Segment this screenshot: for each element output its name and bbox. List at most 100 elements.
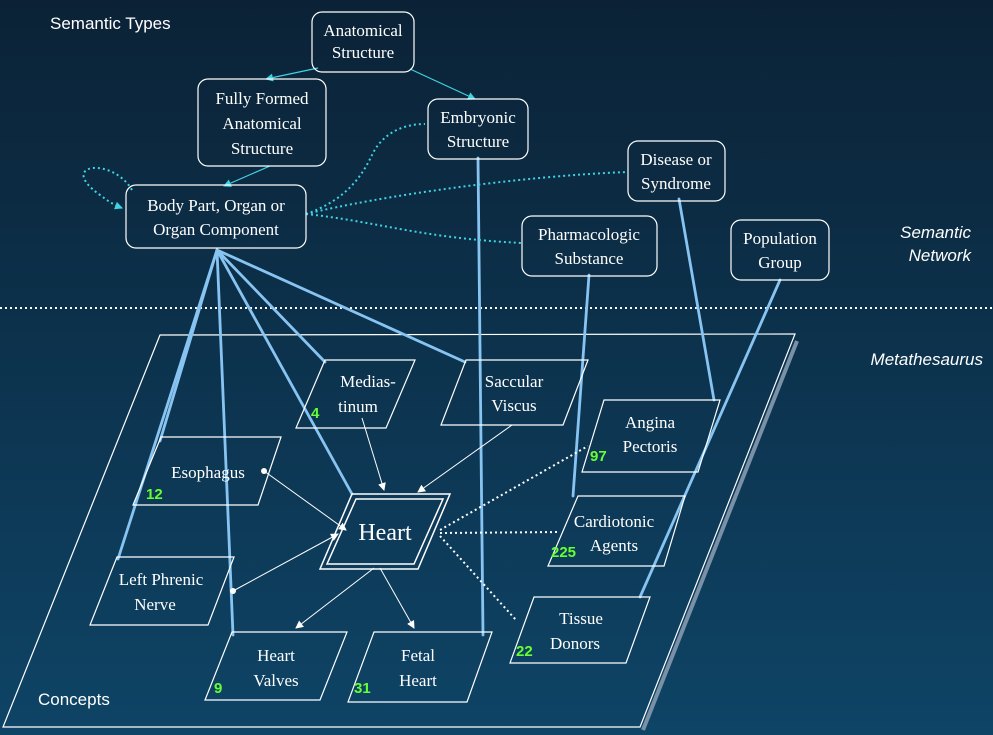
population-label-1: Population (743, 229, 817, 248)
rel-heart-angina (439, 445, 589, 531)
angina-box (581, 399, 721, 473)
body-part-label-2: Organ Component (153, 220, 279, 239)
left-phrenic-label-2: Nerve (134, 595, 176, 614)
link-embryonic-fetal (476, 156, 485, 637)
embryonic-label-1: Embryonic (440, 108, 516, 127)
population-label-2: Group (758, 253, 801, 272)
concepts-label: Concepts (38, 690, 110, 709)
concept-labels: Heart Medias- tinum Saccular Viscus Angi… (119, 372, 678, 690)
anatomical-structure-label-2: Structure (332, 43, 394, 62)
mediastinum-label-2: tinum (338, 397, 378, 416)
saccular-label-2: Viscus (491, 396, 536, 415)
heart-label: Heart (358, 520, 412, 546)
disease-label-2: Syndrome (641, 174, 711, 193)
fetal-heart-label-2: Heart (399, 671, 437, 690)
saccular-label-1: Saccular (485, 372, 544, 391)
rel-heart-cardiotonic (439, 531, 561, 534)
fully-formed-label-1: Fully Formed (215, 89, 309, 108)
semantic-type-labels: Anatomical Structure Fully Formed Anatom… (147, 21, 817, 272)
isa-fully-formed-body-part (223, 165, 271, 187)
assoc-body-part-embryonic (305, 123, 426, 215)
fully-formed-label-3: Structure (231, 139, 293, 158)
pharmacologic-label-2: Substance (555, 249, 624, 268)
pharmacologic-box (521, 215, 658, 277)
assoc-body-part-pharmacologic (305, 213, 523, 244)
concept-relations (232, 417, 513, 629)
esophagus-count: 12 (146, 486, 163, 503)
type-concept-links (116, 156, 782, 637)
body-part-box (125, 184, 307, 249)
link-population-tissue (638, 278, 782, 599)
metathesaurus-label: Metathesaurus (871, 350, 984, 369)
left-phrenic-label-1: Left Phrenic (119, 570, 204, 589)
semantic-network-label-line1: Semantic (900, 223, 971, 242)
mediastinum-box (295, 359, 416, 429)
rel-saccular-heart (417, 424, 513, 493)
fetal-heart-box (347, 631, 493, 703)
esophagus-connector-dot (261, 468, 267, 474)
saccular-viscus-box (440, 359, 589, 426)
angina-label-2: Pectoris (623, 437, 678, 456)
concept-dotted-relations (439, 445, 589, 621)
disease-label-1: Disease or (640, 150, 712, 169)
associative-links (82, 123, 629, 244)
fetal-heart-label-1: Fetal (401, 646, 435, 665)
heart-valves-label-1: Heart (257, 646, 295, 665)
cardiotonic-box (547, 495, 686, 567)
heart-box-inner (325, 498, 445, 565)
angina-label-1: Angina (625, 413, 676, 432)
isa-links (223, 67, 476, 187)
esophagus-label: Esophagus (171, 463, 245, 482)
semantic-types-heading: Semantic Types (50, 14, 171, 33)
link-bodypart-valves (215, 248, 235, 637)
rel-mediastinum-heart (361, 417, 386, 491)
tissue-count: 22 (516, 643, 533, 660)
disease-box (627, 140, 726, 202)
tissue-label-1: Tissue (559, 609, 603, 628)
body-part-label-1: Body Part, Organ or (147, 196, 285, 215)
cardiotonic-count: 225 (551, 544, 576, 561)
rel-phrenic-heart (232, 533, 339, 592)
link-pharmacologic-cardiotonic (571, 273, 591, 498)
mediastinum-label-1: Medias- (340, 372, 396, 391)
link-bodypart-phrenic (116, 248, 219, 561)
anatomical-structure-label-1: Anatomical (323, 21, 403, 40)
semantic-network-label-line2: Network (909, 246, 973, 265)
rel-esophagus-heart (263, 470, 347, 531)
link-bodypart-saccular (215, 248, 467, 364)
assoc-body-part-self (82, 166, 133, 210)
phrenic-connector-dot (230, 588, 236, 594)
isa-anatomical-fully-formed (265, 67, 319, 82)
cardiotonic-label-1: Cardiotonic (574, 512, 655, 531)
heart-valves-label-2: Valves (253, 671, 298, 690)
metathesaurus-plane-shadow (641, 340, 799, 731)
fully-formed-label-2: Anatomical (222, 114, 302, 133)
isa-anatomical-embryonic (409, 68, 476, 100)
link-bodypart-mediastinum (215, 248, 327, 364)
angina-count: 97 (590, 448, 607, 465)
semantic-type-boxes (125, 11, 830, 281)
heart-box-outer (318, 493, 452, 570)
tissue-donors-box (509, 596, 651, 664)
tissue-label-2: Donors (550, 634, 600, 653)
cardiotonic-label-2: Agents (590, 536, 638, 555)
anatomical-structure-box (311, 11, 415, 73)
concept-counts: 4 97 12 225 22 9 31 (146, 405, 607, 697)
rel-heart-valves (295, 567, 375, 629)
concept-boxes (89, 359, 721, 703)
heart-valves-box (204, 631, 348, 701)
link-bodypart-heart (215, 248, 354, 496)
esophagus-box (132, 436, 282, 506)
fetal-heart-count: 31 (354, 680, 371, 697)
embryonic-box (427, 98, 529, 160)
fully-formed-box (197, 78, 327, 167)
pharmacologic-label-1: Pharmacologic (538, 225, 640, 244)
population-box (730, 219, 830, 281)
left-phrenic-box (89, 556, 235, 626)
heart-valves-count: 9 (214, 680, 222, 697)
link-disease-angina (677, 197, 716, 402)
embryonic-label-2: Structure (447, 132, 509, 151)
